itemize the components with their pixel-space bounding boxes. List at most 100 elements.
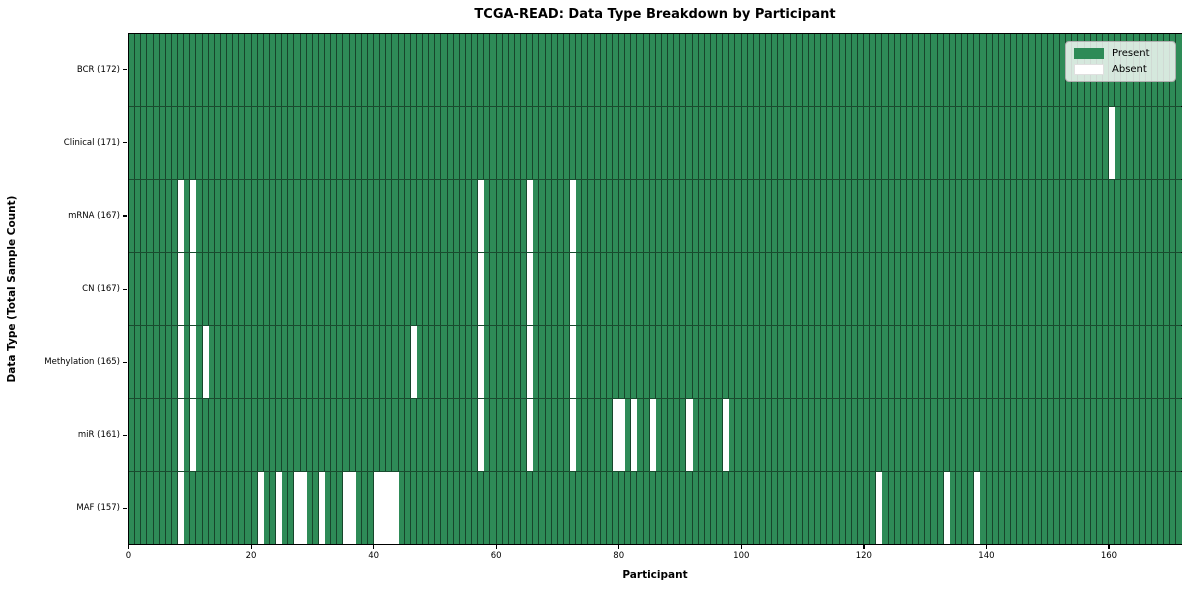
cell <box>937 107 944 179</box>
cell <box>643 399 650 471</box>
cell <box>318 326 325 398</box>
cell <box>619 253 626 325</box>
cell <box>478 34 485 106</box>
cell <box>349 253 356 325</box>
cell <box>674 472 681 544</box>
y-tick-mark <box>123 507 127 510</box>
cell <box>796 399 803 471</box>
cell <box>968 180 975 252</box>
cell <box>1158 399 1165 471</box>
cell <box>331 399 338 471</box>
cell <box>557 326 564 398</box>
cell <box>839 107 846 179</box>
cell <box>514 180 521 252</box>
cell <box>539 34 546 106</box>
cell <box>655 399 662 471</box>
cell <box>821 399 828 471</box>
cell <box>386 107 393 179</box>
cell <box>429 472 436 544</box>
cell <box>1115 399 1122 471</box>
cell <box>821 326 828 398</box>
cell <box>459 472 466 544</box>
cell <box>1133 399 1140 471</box>
heatmap-rows <box>129 34 1182 544</box>
cell <box>986 34 993 106</box>
heatmap-row-MAF <box>129 472 1182 544</box>
cell <box>704 472 711 544</box>
cell <box>1176 472 1182 544</box>
cell <box>392 180 399 252</box>
cell <box>1127 107 1134 179</box>
cell <box>282 253 289 325</box>
cell <box>514 472 521 544</box>
cell <box>980 107 987 179</box>
cell <box>184 107 191 179</box>
cell <box>796 253 803 325</box>
cell <box>508 399 515 471</box>
cell <box>539 107 546 179</box>
cell <box>165 399 172 471</box>
cell <box>1023 34 1030 106</box>
cell <box>986 399 993 471</box>
cell <box>674 180 681 252</box>
cell <box>276 399 283 471</box>
cell <box>551 399 558 471</box>
cell <box>894 253 901 325</box>
cell <box>692 180 699 252</box>
cell <box>925 107 932 179</box>
cell <box>992 34 999 106</box>
cell <box>527 180 534 252</box>
cell <box>355 472 362 544</box>
cell <box>845 326 852 398</box>
cell <box>698 399 705 471</box>
cell <box>723 34 730 106</box>
cell <box>502 472 509 544</box>
x-axis-label: Participant <box>622 569 688 581</box>
cell <box>416 253 423 325</box>
cell <box>459 253 466 325</box>
cell <box>318 34 325 106</box>
cell <box>796 180 803 252</box>
cell <box>649 107 656 179</box>
cell <box>1158 180 1165 252</box>
cell <box>980 472 987 544</box>
cell <box>735 399 742 471</box>
legend: Present Absent <box>1065 41 1176 82</box>
cell <box>1023 472 1030 544</box>
cell <box>839 253 846 325</box>
y-tick-mark <box>123 69 127 71</box>
cell <box>374 180 381 252</box>
cell <box>1127 399 1134 471</box>
cell <box>588 107 595 179</box>
cell <box>900 326 907 398</box>
cell <box>190 326 197 398</box>
cell <box>717 107 724 179</box>
cell <box>343 107 350 179</box>
cell <box>968 34 975 106</box>
cell <box>490 472 497 544</box>
cell <box>251 399 258 471</box>
cell <box>392 399 399 471</box>
cell <box>1072 107 1079 179</box>
cell <box>1090 253 1097 325</box>
cell <box>380 399 387 471</box>
y-tick-label: Methylation (165) <box>44 357 120 368</box>
cell <box>962 326 969 398</box>
cell <box>759 326 766 398</box>
cell <box>208 399 215 471</box>
heatmap-row-BCR <box>129 34 1182 107</box>
cell <box>833 399 840 471</box>
cell <box>361 253 368 325</box>
cell <box>747 472 754 544</box>
cell <box>1041 472 1048 544</box>
cell <box>925 180 932 252</box>
cell <box>1078 472 1085 544</box>
cell <box>729 180 736 252</box>
cell <box>441 107 448 179</box>
cell <box>1023 253 1030 325</box>
cell <box>557 253 564 325</box>
cell <box>588 180 595 252</box>
cell <box>747 253 754 325</box>
cell <box>484 107 491 179</box>
